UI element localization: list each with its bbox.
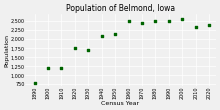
Point bbox=[140, 22, 144, 24]
Point bbox=[46, 67, 50, 69]
Point bbox=[114, 33, 117, 35]
Point bbox=[181, 18, 184, 20]
Point bbox=[100, 35, 104, 37]
Point bbox=[60, 67, 63, 69]
Point bbox=[127, 20, 130, 22]
Point bbox=[167, 20, 171, 22]
X-axis label: Census Year: Census Year bbox=[101, 101, 140, 106]
Point bbox=[73, 47, 77, 49]
Title: Population of Belmond, Iowa: Population of Belmond, Iowa bbox=[66, 4, 175, 13]
Point bbox=[194, 26, 198, 28]
Point bbox=[207, 24, 211, 26]
Point bbox=[87, 49, 90, 51]
Point bbox=[154, 20, 157, 22]
Y-axis label: Population: Population bbox=[4, 34, 9, 67]
Point bbox=[33, 82, 36, 83]
